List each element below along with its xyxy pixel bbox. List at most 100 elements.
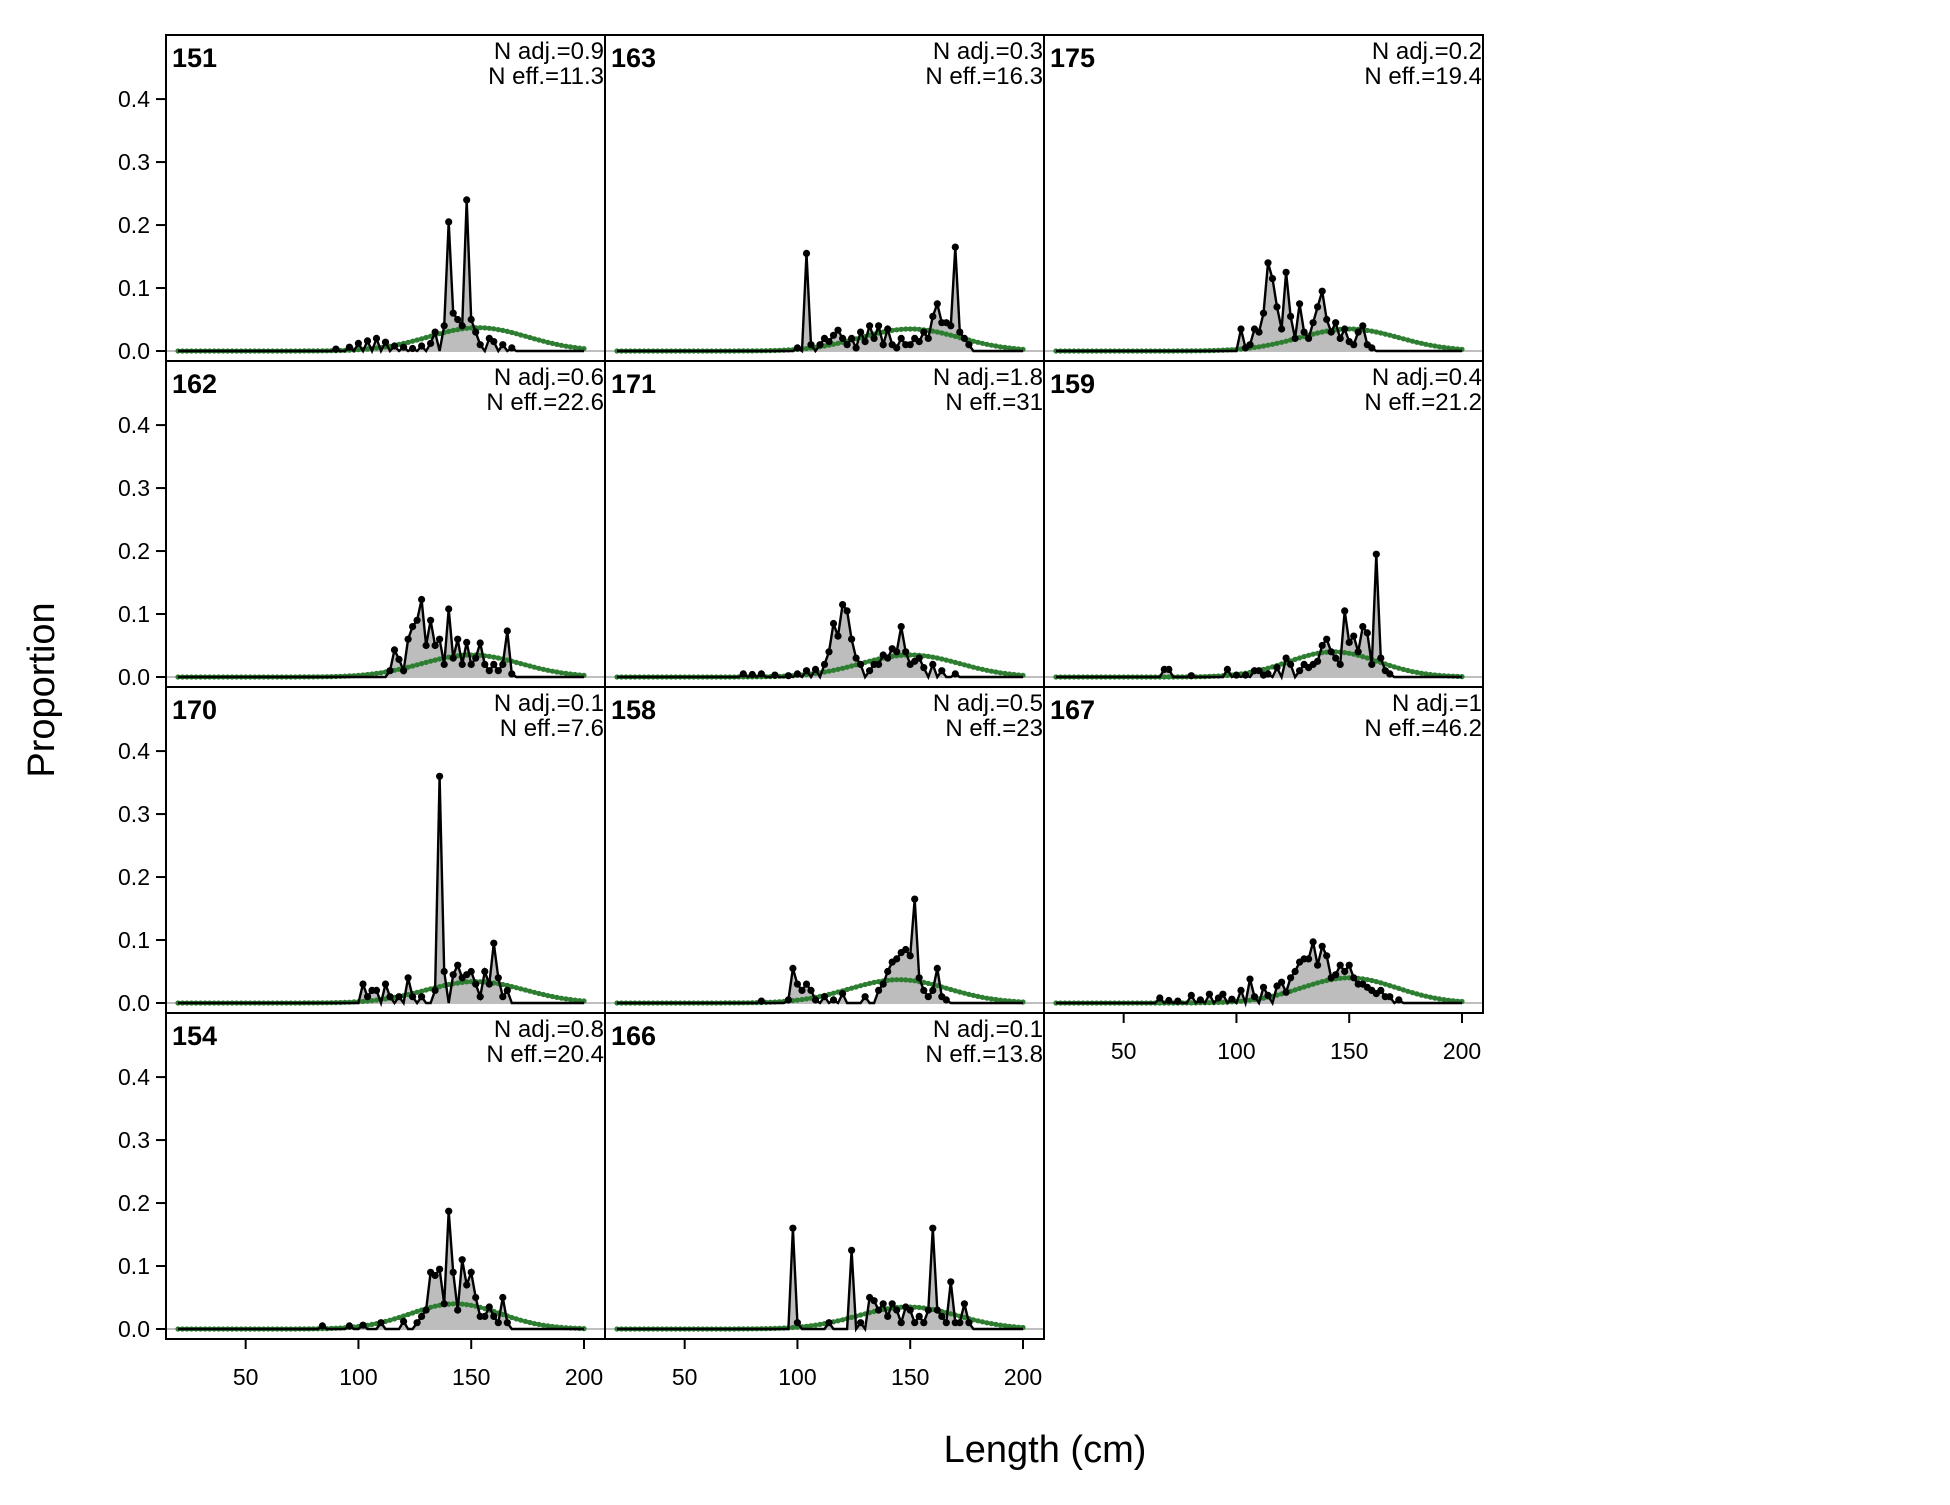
expected-point [930,328,936,334]
expected-point [504,982,510,989]
expected-point [414,989,420,995]
observed-point [499,341,507,349]
observed-point [386,667,394,675]
observed-point [884,967,892,976]
expected-point [925,653,931,660]
observed-point [965,341,973,349]
observed-point [1327,648,1335,656]
observed-point [449,654,457,662]
expected-point [1391,664,1397,670]
expected-point [1423,993,1429,999]
expected-point [880,329,886,335]
expected-point [898,652,904,658]
expected-point [540,1322,547,1328]
expected-point [830,667,837,673]
observed-point [807,986,815,995]
observed-point [1314,657,1322,665]
observed-point [1278,325,1286,333]
expected-point [894,977,900,983]
expected-point [840,1317,846,1323]
observed-point [929,660,937,669]
observed-point [825,338,833,346]
n-adj-label: N adj.=1.8 [933,364,1043,391]
expected-point [1391,333,1397,339]
expected-point [419,661,425,667]
observed-point [490,660,498,669]
expected-point [464,979,470,985]
expected-point [405,1311,411,1318]
panel-label: 175 [1050,43,1095,73]
observed-point [1323,952,1331,960]
n-eff-label: N eff.=16.3 [925,63,1043,90]
observed-point [1377,654,1385,662]
expected-point [871,979,877,986]
observed-point [1359,623,1367,631]
expected-point [504,657,510,663]
expected-point [812,1322,819,1328]
observed-point [1278,978,1286,986]
expected-point [500,327,506,333]
observed-point [875,1306,883,1314]
expected-point [808,1323,814,1329]
expected-point [1414,669,1420,676]
observed-point [915,1312,923,1320]
panel-label: 166 [611,1021,656,1051]
expected-point [495,655,501,661]
expected-point [979,666,986,672]
observed-point [476,993,484,1001]
expected-point [527,1319,533,1326]
expected-point [513,1316,519,1322]
observed-point [1368,344,1376,352]
observed-point [499,1293,507,1302]
observed-point [1282,268,1290,276]
expected-point [369,1321,375,1327]
expected-point [522,333,529,339]
observed-point [906,1306,914,1314]
observed-point [463,196,471,204]
observed-line [617,1228,1023,1333]
observed-point [449,1268,457,1276]
observed-points [1160,550,1394,680]
expected-point [572,997,578,1003]
observed-point [960,1300,969,1308]
observed-point [839,334,847,342]
observed-point [400,343,408,351]
expected-point [1269,341,1276,347]
observed-point [1345,638,1353,647]
observed-point [363,337,372,345]
observed-point [404,635,412,643]
expected-point [1373,979,1379,985]
observed-point [472,980,480,988]
observed-point [956,1319,964,1327]
observed-point [490,338,498,346]
observed-point [915,338,923,346]
expected-point [423,659,429,666]
observed-point [924,1306,932,1314]
panel-label: 163 [611,43,656,73]
observed-point [884,654,892,662]
expected-point [572,344,578,351]
observed-point [933,964,941,973]
observed-point [458,660,466,669]
expected-point [1238,998,1244,1004]
expected-point [1206,1000,1212,1006]
expected-point [1301,984,1307,990]
observed-point [802,980,811,988]
expected-point [378,670,384,676]
expected-point [943,657,949,663]
expected-point [1387,332,1393,338]
expected-point [495,327,501,333]
observed-point [834,632,842,640]
panel-159: 159 N adj.=0.4N eff.=21.2 [1043,360,1484,688]
observed-point [499,660,507,669]
observed-point [793,1319,802,1327]
observed-point [911,1319,919,1327]
expected-point [355,347,361,353]
expected-point [948,332,954,338]
observed-point [938,1312,946,1320]
expected-point [1369,977,1375,984]
observed-point [879,1300,887,1308]
expected-point [1382,331,1388,337]
expected-point [1224,672,1230,679]
observed-point [1287,312,1295,320]
